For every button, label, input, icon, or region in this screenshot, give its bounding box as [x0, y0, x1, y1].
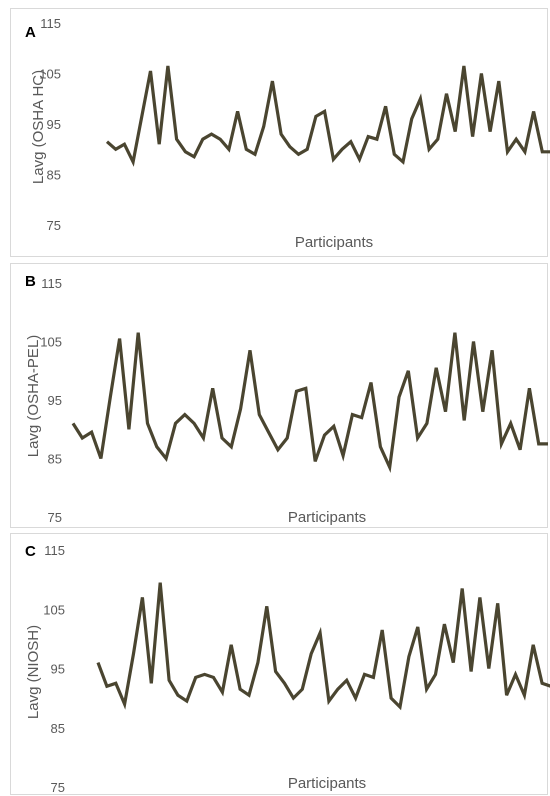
panel-letter: C: [25, 543, 36, 560]
x-axis-label: Participants: [288, 509, 366, 526]
y-tick-label: 95: [51, 662, 65, 677]
chart-panel-c: C 115 105 95 85 75 Lavg (NIOSH) Participants: [10, 533, 550, 795]
y-tick-label: 95: [47, 117, 61, 132]
chart-c: C 115 105 95 85 75 Lavg (NIOSH) Participants: [25, 543, 550, 795]
y-tick-label: 85: [47, 168, 61, 183]
panel-letter: B: [25, 273, 36, 290]
y-tick-label: 75: [51, 780, 65, 795]
y-axis-label: Lavg (OSHA-PEL): [25, 335, 42, 458]
chart-a: A 115 105 95 85 75 Lavg (OSHA HC) Participants: [25, 16, 550, 251]
x-axis-label: Participants: [288, 775, 366, 792]
series-line: [105, 65, 550, 167]
chart-panel-a: A 115 105 95 85 75 Lavg (OSHA HC) Participants: [10, 8, 550, 257]
y-tick-label: 105: [40, 335, 62, 350]
y-tick-label: 105: [39, 67, 61, 82]
panel-letter: A: [25, 24, 36, 41]
series-line: [96, 582, 550, 711]
y-tick-label: 115: [40, 16, 61, 31]
y-tick-label: 85: [51, 721, 65, 736]
y-tick-label: 85: [48, 452, 62, 467]
y-tick-label: 75: [48, 510, 62, 525]
y-tick-label: 105: [43, 602, 65, 617]
y-tick-label: 115: [41, 276, 62, 291]
y-tick-label: 115: [44, 543, 65, 558]
y-axis-label: Lavg (OSHA HC): [30, 70, 47, 184]
y-axis-label: Lavg (NIOSH): [25, 625, 42, 719]
x-axis-label: Participants: [295, 234, 373, 251]
chart-b: B 115 105 95 85 75 Lavg (OSHA-PEL) Participants: [25, 273, 548, 526]
chart-panel-b: B 115 105 95 85 75 Lavg (OSHA-PEL) Participants: [10, 263, 548, 528]
y-tick-label: 95: [48, 393, 62, 408]
series-line: [71, 332, 548, 474]
y-tick-label: 75: [47, 218, 61, 233]
